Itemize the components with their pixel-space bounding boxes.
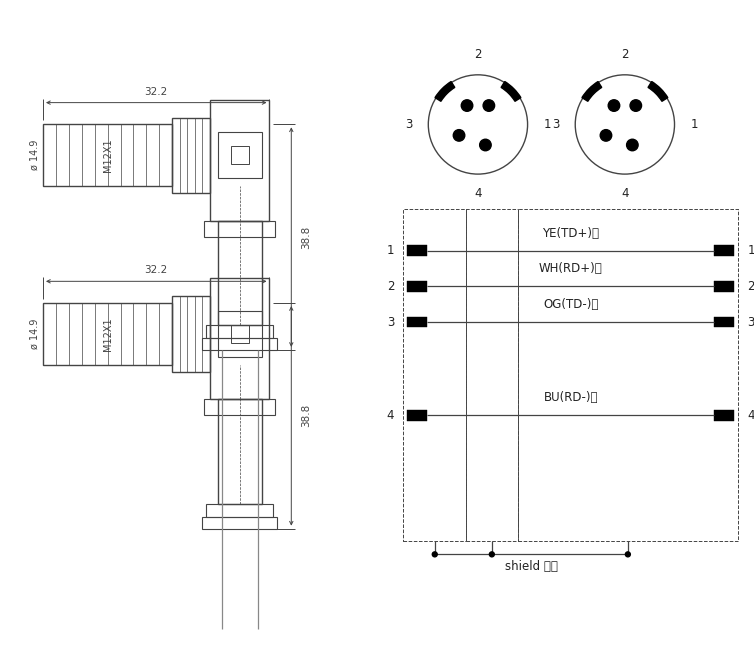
Bar [206, 503, 274, 517]
Circle shape [483, 100, 495, 111]
Text: 2: 2 [621, 48, 629, 61]
Text: M12X1: M12X1 [103, 138, 112, 172]
Text: 1: 1 [387, 244, 394, 257]
Text: shield 屏蔽: shield 屏蔽 [505, 560, 558, 573]
Text: M12X1: M12X1 [103, 317, 112, 351]
Bar [403, 209, 466, 541]
Text: 2: 2 [387, 279, 394, 293]
Bar [231, 325, 249, 343]
Bar [206, 325, 274, 338]
Bar [43, 303, 172, 365]
Bar [407, 245, 428, 256]
Bar [204, 400, 275, 415]
Text: ø 14.9: ø 14.9 [30, 319, 40, 349]
Text: 3: 3 [747, 315, 754, 328]
Text: WH(RD+)白: WH(RD+)白 [539, 263, 602, 276]
Text: OG(TD-)橙: OG(TD-)橙 [543, 298, 599, 311]
Bar [218, 221, 262, 325]
Bar [204, 221, 275, 236]
Circle shape [432, 552, 437, 557]
Text: BU(RD-)蓝: BU(RD-)蓝 [544, 391, 598, 404]
Text: 4: 4 [621, 187, 629, 200]
Circle shape [453, 130, 464, 141]
Bar [407, 410, 428, 421]
Wedge shape [648, 82, 668, 101]
Bar [714, 410, 734, 421]
Bar [518, 209, 738, 541]
Circle shape [625, 552, 630, 557]
Bar [714, 317, 734, 328]
Circle shape [627, 139, 638, 151]
Wedge shape [435, 82, 455, 101]
Bar [218, 311, 262, 357]
Circle shape [461, 100, 473, 111]
Text: 3: 3 [405, 118, 412, 131]
Text: 1: 1 [544, 118, 551, 131]
Circle shape [600, 130, 611, 141]
Text: 4: 4 [387, 409, 394, 422]
Wedge shape [501, 82, 521, 101]
Text: 1: 1 [747, 244, 754, 257]
Text: 32.2: 32.2 [145, 87, 168, 97]
Bar [407, 281, 428, 292]
Bar [43, 125, 172, 186]
Bar [407, 317, 428, 328]
Text: YE(TD+)黄: YE(TD+)黄 [542, 227, 599, 240]
Bar [466, 209, 518, 541]
Bar [202, 338, 277, 350]
Text: 3: 3 [552, 118, 559, 131]
Circle shape [630, 100, 642, 111]
Text: 32.2: 32.2 [145, 265, 168, 276]
Bar [172, 118, 210, 193]
Circle shape [480, 139, 491, 151]
Bar [202, 517, 277, 528]
Bar [210, 100, 269, 221]
Bar [172, 296, 210, 372]
Text: 2: 2 [474, 48, 482, 61]
Circle shape [608, 100, 620, 111]
Text: 1: 1 [691, 118, 698, 131]
Bar [714, 245, 734, 256]
Circle shape [489, 552, 495, 557]
Bar [218, 400, 262, 503]
Bar [714, 281, 734, 292]
Bar [210, 278, 269, 400]
Bar [231, 146, 249, 164]
Text: 4: 4 [474, 187, 482, 200]
Text: ø 14.9: ø 14.9 [30, 140, 40, 170]
Text: 4: 4 [747, 409, 754, 422]
Text: 38.8: 38.8 [301, 404, 311, 428]
Text: 2: 2 [747, 279, 754, 293]
Bar [218, 133, 262, 178]
Text: 38.8: 38.8 [301, 225, 311, 249]
Wedge shape [582, 82, 602, 101]
Text: 3: 3 [387, 315, 394, 328]
